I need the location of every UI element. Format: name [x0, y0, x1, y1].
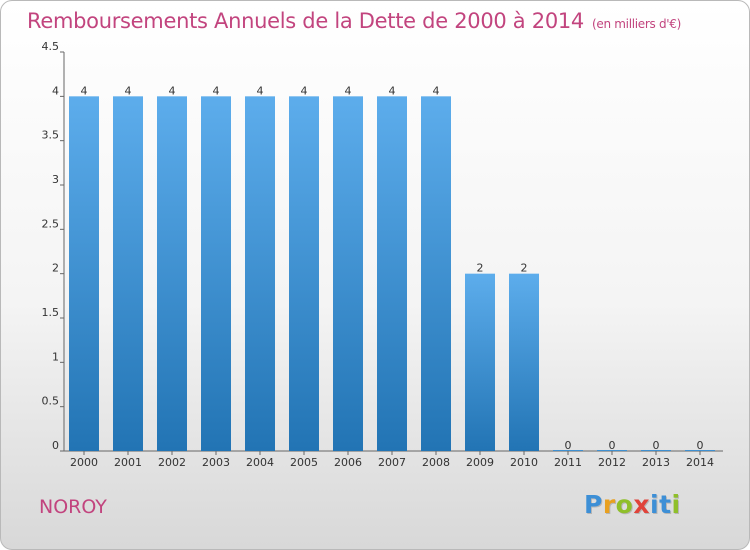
y-tick-label: 3 — [52, 173, 59, 186]
logo-letter: o — [615, 490, 634, 519]
x-tick-label-2005: 2005 — [290, 456, 318, 469]
data-label-2003: 4 — [213, 84, 220, 97]
data-label-2010: 2 — [521, 262, 528, 275]
bar-2001 — [113, 96, 143, 451]
logo-letter: t — [659, 490, 672, 519]
y-tick-label: 2.5 — [42, 217, 60, 230]
y-tick-label: 4.5 — [42, 40, 60, 53]
data-label-2002: 4 — [169, 84, 176, 97]
data-label-2007: 4 — [389, 84, 396, 97]
x-tick-label-2003: 2003 — [202, 456, 230, 469]
x-tick-label-2014: 2014 — [686, 456, 714, 469]
y-tick-label: 1 — [52, 350, 59, 363]
y-tick-label: 0.5 — [42, 395, 60, 408]
data-label-2005: 4 — [301, 84, 308, 97]
bar-2009 — [465, 273, 495, 451]
proxiti-logo: Proxiti — [584, 490, 681, 519]
data-label-2013: 0 — [653, 439, 660, 452]
logo-letter: i — [671, 490, 681, 519]
place-name: NOROY — [39, 496, 107, 518]
y-tick-label: 3.5 — [42, 129, 60, 142]
logo-letter: r — [602, 490, 616, 519]
data-label-2008: 4 — [433, 84, 440, 97]
logo-letter: x — [633, 490, 650, 519]
bar-2014 — [685, 450, 715, 451]
bar-2012 — [597, 450, 627, 451]
data-label-2009: 2 — [477, 262, 484, 275]
x-tick-label-2001: 2001 — [114, 456, 142, 469]
bar-2004 — [245, 96, 275, 451]
bar-2005 — [289, 96, 319, 451]
bar-2003 — [201, 96, 231, 451]
data-label-2006: 4 — [345, 84, 352, 97]
chart-title: Remboursements Annuels de la Dette de 20… — [27, 9, 681, 33]
y-tick-label: 4 — [52, 84, 59, 97]
data-label-2011: 0 — [565, 439, 572, 452]
x-tick-label-2000: 2000 — [70, 456, 98, 469]
data-label-2000: 4 — [81, 84, 88, 97]
bar-2013 — [641, 450, 671, 451]
bar-2006 — [333, 96, 363, 451]
bar-2011 — [553, 450, 583, 451]
x-tick-label-2009: 2009 — [466, 456, 494, 469]
data-label-2004: 4 — [257, 84, 264, 97]
y-tick-label: 2 — [52, 262, 59, 275]
x-tick-label-2012: 2012 — [598, 456, 626, 469]
x-tick-label-2002: 2002 — [158, 456, 186, 469]
logo-letter: i — [650, 490, 660, 519]
chart-title-text: Remboursements Annuels de la Dette de 20… — [27, 9, 584, 33]
x-tick-label-2007: 2007 — [378, 456, 406, 469]
data-label-2014: 0 — [697, 439, 704, 452]
logo-letter: P — [584, 490, 603, 519]
y-tick-label: 1.5 — [42, 306, 60, 319]
bar-2010 — [509, 273, 539, 451]
x-tick-label-2011: 2011 — [554, 456, 582, 469]
x-tick-label-2004: 2004 — [246, 456, 274, 469]
data-label-2001: 4 — [125, 84, 132, 97]
data-label-2012: 0 — [609, 439, 616, 452]
x-tick-label-2008: 2008 — [422, 456, 450, 469]
bar-2007 — [377, 96, 407, 451]
bar-2000 — [69, 96, 99, 451]
bar-2008 — [421, 96, 451, 451]
x-tick-label-2010: 2010 — [510, 456, 538, 469]
y-tick-label: 0 — [52, 439, 59, 452]
chart-unit: (en milliers d'€) — [592, 17, 682, 31]
x-tick-label-2006: 2006 — [334, 456, 362, 469]
x-tick-label-2013: 2013 — [642, 456, 670, 469]
bar-2002 — [157, 96, 187, 451]
